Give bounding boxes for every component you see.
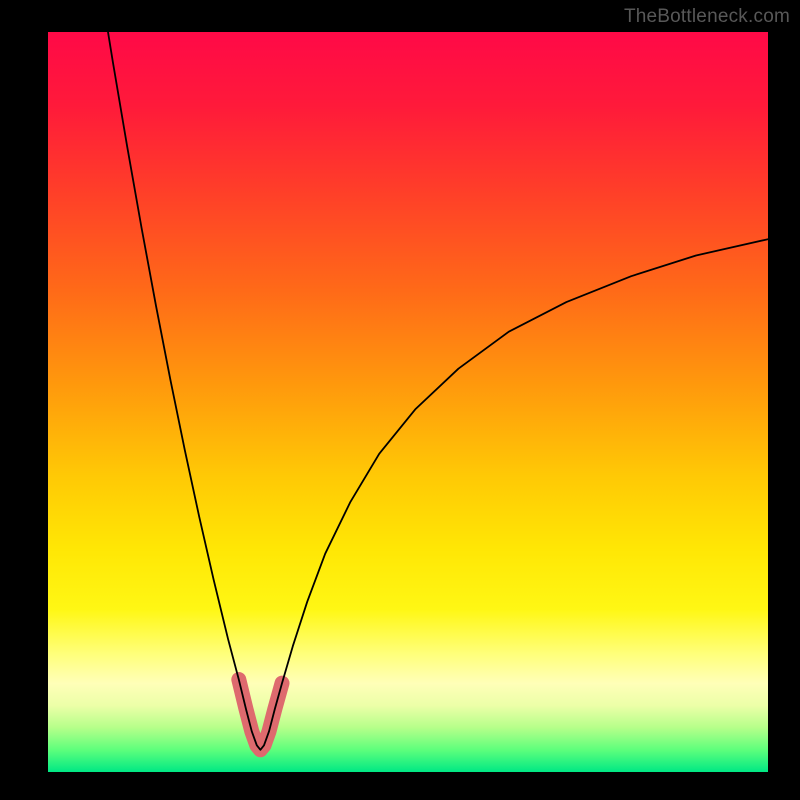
chart-canvas: TheBottleneck.com	[0, 0, 800, 800]
plot-background-gradient	[48, 32, 768, 772]
watermark-text: TheBottleneck.com	[624, 6, 790, 28]
bottleneck-chart-svg	[0, 0, 800, 800]
